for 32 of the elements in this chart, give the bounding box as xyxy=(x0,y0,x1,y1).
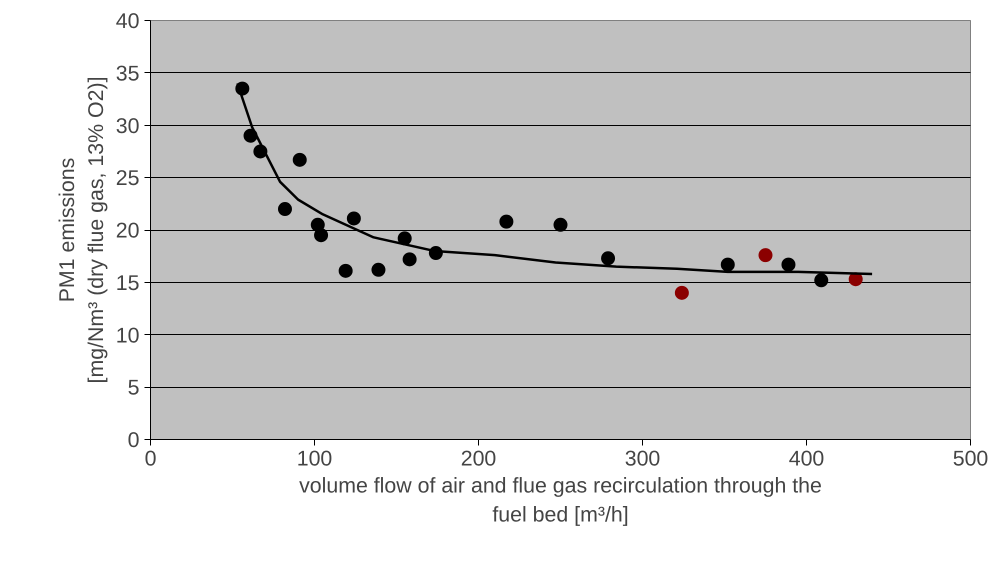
y-tick-label: 5 xyxy=(128,376,140,400)
point xyxy=(314,228,328,242)
y-tick-label: 10 xyxy=(116,323,140,348)
point xyxy=(346,211,361,226)
point xyxy=(814,273,828,288)
x-tick-label: 100 xyxy=(296,446,332,470)
y-tick-label: 30 xyxy=(116,114,140,138)
x-tick-label: 400 xyxy=(788,446,824,470)
y-tick-label: 25 xyxy=(116,166,140,190)
y-axis-title: PM1 emissions [mg/Nm³ (dry flue gas, 13% O2)] xyxy=(54,76,108,384)
y-tick-label: 15 xyxy=(116,270,140,295)
x-tick-label: 500 xyxy=(952,446,988,470)
point xyxy=(720,258,735,272)
point xyxy=(278,202,292,216)
point xyxy=(601,251,616,266)
x-tick-label: 200 xyxy=(460,446,496,470)
point xyxy=(781,258,796,272)
y-tick-label: 20 xyxy=(116,218,140,242)
point xyxy=(292,152,307,167)
point xyxy=(499,214,514,229)
y-tick-label: 0 xyxy=(128,428,140,452)
point xyxy=(674,286,689,300)
point xyxy=(338,264,353,278)
x-axis-title: volume flow of air and flue gas recirculation through the fuel bed [m³/h] xyxy=(299,474,822,526)
x-tick-label: 0 xyxy=(144,446,157,470)
point xyxy=(371,262,386,277)
point xyxy=(758,248,772,262)
point xyxy=(402,252,417,266)
y-tick-label: 35 xyxy=(116,61,140,86)
y-tick-label: 40 xyxy=(116,9,140,33)
point xyxy=(554,218,568,232)
x-tick-label: 300 xyxy=(624,446,660,470)
